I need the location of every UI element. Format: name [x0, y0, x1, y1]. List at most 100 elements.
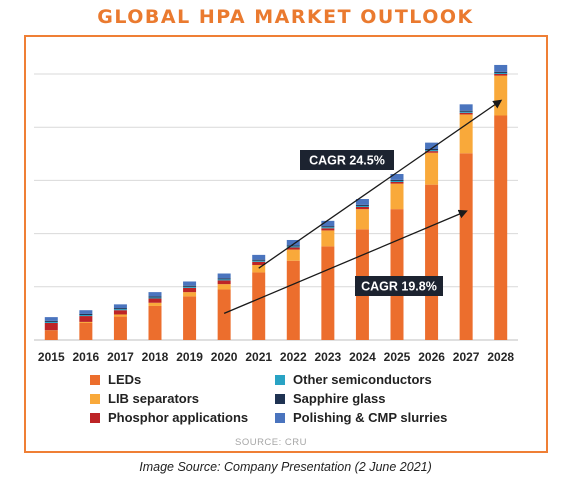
bar-segment	[79, 316, 93, 322]
bar-segment	[252, 261, 266, 265]
chart-title: GLOBAL HPA MARKET OUTLOOK	[97, 6, 474, 28]
chart-source: SOURCE: CRU	[235, 437, 307, 448]
bar-segment	[494, 74, 508, 76]
bar-segment	[494, 75, 508, 116]
bar-segment	[355, 205, 369, 207]
x-tick-label: 2028	[487, 350, 514, 364]
bar-segment	[286, 246, 300, 248]
x-tick-label: 2018	[142, 350, 169, 364]
bar-segment	[459, 112, 473, 115]
bar-segment	[390, 179, 404, 181]
bar-segment	[79, 310, 93, 314]
bar-segment	[183, 285, 197, 287]
bar-segment	[44, 330, 58, 331]
bar-segment	[355, 199, 369, 205]
bar-segment	[425, 152, 439, 185]
bar-segment	[44, 320, 58, 322]
bar-segment	[44, 321, 58, 323]
bar-segment	[321, 220, 335, 227]
x-tick-label: 2024	[349, 350, 376, 364]
bar-segment	[113, 316, 127, 340]
bar-segment	[44, 322, 58, 331]
bar-segment	[355, 204, 369, 206]
cagr-label-box	[355, 276, 443, 296]
bar-segment	[183, 281, 197, 286]
bar-segment	[425, 142, 439, 150]
x-tick-label: 2026	[418, 350, 445, 364]
bar-segment	[494, 115, 508, 340]
x-tick-label: 2015	[38, 350, 65, 364]
bar-segment	[113, 308, 127, 310]
x-tick-label: 2021	[245, 350, 272, 364]
bar-segment	[286, 247, 300, 250]
legend-swatch	[90, 375, 100, 385]
bar-segment	[217, 278, 231, 280]
legend-label: Polishing & CMP slurries	[293, 410, 447, 425]
bar-segment	[459, 114, 473, 154]
bar-segment	[321, 230, 335, 247]
bar-segment	[148, 305, 162, 340]
bar-segment	[252, 272, 266, 340]
bar-segment	[148, 296, 162, 298]
bar-segment	[217, 289, 231, 340]
bar-segment	[459, 153, 473, 340]
bar-segment	[113, 310, 127, 315]
bar-segment	[390, 174, 404, 180]
bar-segment	[148, 302, 162, 306]
legend-label: Other semiconductors	[293, 372, 432, 387]
bar-segment	[286, 249, 300, 261]
legend-swatch	[90, 413, 100, 423]
bar-segment	[321, 227, 335, 229]
bar-segment	[113, 304, 127, 309]
x-tick-label: 2017	[107, 350, 134, 364]
chart-frame	[24, 35, 548, 453]
bar-segment	[390, 181, 404, 184]
bar-segment	[148, 298, 162, 303]
bar-segment	[252, 264, 266, 273]
bar-segment	[321, 226, 335, 228]
bar-segment	[79, 313, 93, 315]
bar-segment	[113, 314, 127, 317]
legend-label: LIB separators	[108, 391, 199, 406]
bar-segment	[148, 297, 162, 299]
bar-segment	[459, 110, 473, 112]
bar-segment	[217, 280, 231, 285]
bar-segment	[217, 273, 231, 279]
bar-segment	[321, 246, 335, 340]
x-tick-label: 2027	[453, 350, 480, 364]
cagr-label-box	[300, 150, 394, 170]
bar-segment	[390, 183, 404, 210]
bar-segment	[217, 279, 231, 281]
bar-segment	[217, 284, 231, 290]
x-tick-label: 2016	[73, 350, 100, 364]
x-tick-label: 2025	[384, 350, 411, 364]
bar-segment	[321, 228, 335, 231]
image-caption: Image Source: Company Presentation (2 Ju…	[139, 460, 432, 474]
bar-segment	[425, 184, 439, 340]
bar-segment	[459, 104, 473, 111]
bar-segment	[252, 254, 266, 260]
legend-label: Sapphire glass	[293, 391, 385, 406]
bar-segment	[79, 322, 93, 340]
bar-segment	[286, 245, 300, 247]
bar-segment	[79, 321, 93, 323]
bar-segment	[355, 209, 369, 230]
bar-segment	[183, 286, 197, 288]
bar-segment	[44, 330, 58, 340]
bar-segment	[252, 260, 266, 262]
bar-segment	[494, 71, 508, 73]
bar-segment	[425, 151, 439, 153]
bar-segment	[459, 111, 473, 113]
x-tick-label: 2019	[176, 350, 203, 364]
bar-segment	[183, 292, 197, 297]
cagr-arrow	[223, 209, 468, 314]
x-tick-label: 2023	[315, 350, 342, 364]
bar-segment	[286, 239, 300, 246]
x-tick-label: 2022	[280, 350, 307, 364]
bar-segment	[425, 149, 439, 151]
bar-segment	[79, 314, 93, 317]
bar-segment	[390, 209, 404, 340]
bar-segment	[252, 259, 266, 261]
x-tick-label: 2020	[211, 350, 238, 364]
